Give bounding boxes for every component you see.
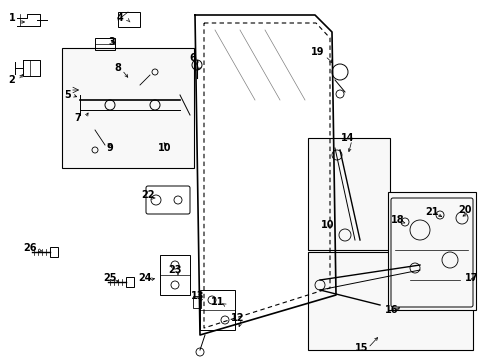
- Text: 21: 21: [425, 207, 438, 217]
- Text: 8: 8: [114, 63, 121, 73]
- Bar: [62, 48, 194, 168]
- Text: 6: 6: [189, 53, 196, 63]
- Text: 15: 15: [354, 343, 368, 353]
- Bar: [95, 38, 115, 50]
- Text: 20: 20: [457, 205, 471, 215]
- Bar: [193, 296, 201, 308]
- Text: 13: 13: [191, 291, 204, 301]
- Text: 2: 2: [9, 75, 15, 85]
- Text: 17: 17: [464, 273, 478, 283]
- Text: 12: 12: [231, 313, 244, 323]
- Text: 10: 10: [321, 220, 334, 230]
- Bar: [387, 192, 475, 310]
- Bar: [160, 255, 190, 295]
- Text: 24: 24: [138, 273, 151, 283]
- Bar: [307, 138, 389, 250]
- Text: 19: 19: [311, 47, 324, 57]
- Text: 11: 11: [211, 297, 224, 307]
- Text: 14: 14: [341, 133, 354, 143]
- Bar: [307, 252, 472, 350]
- Text: 5: 5: [64, 90, 71, 100]
- Text: 9: 9: [106, 143, 113, 153]
- Text: 10: 10: [158, 143, 171, 153]
- Text: 7: 7: [75, 113, 81, 123]
- Text: 22: 22: [141, 190, 154, 200]
- Text: 23: 23: [168, 265, 182, 275]
- Text: 18: 18: [390, 215, 404, 225]
- Text: 26: 26: [23, 243, 37, 253]
- Text: 25: 25: [103, 273, 117, 283]
- Text: 16: 16: [385, 305, 398, 315]
- Text: 1: 1: [9, 13, 15, 23]
- Bar: [118, 12, 140, 27]
- Bar: [126, 277, 134, 287]
- Text: 4: 4: [116, 13, 123, 23]
- Bar: [200, 290, 235, 330]
- Bar: [50, 247, 58, 257]
- Text: 3: 3: [108, 37, 115, 47]
